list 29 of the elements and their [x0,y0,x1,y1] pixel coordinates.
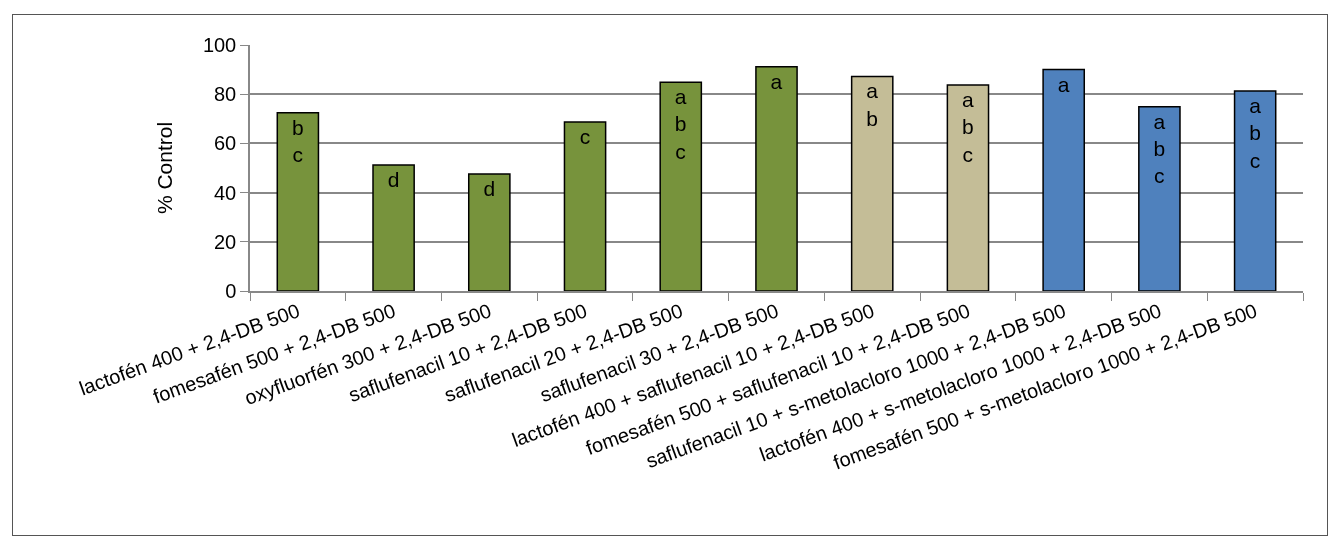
data-label: a b [866,79,879,130]
bar [563,121,607,291]
bar [946,84,990,291]
bar [372,164,415,291]
data-label: a b c [674,85,687,163]
y-axis-title: % Control [152,121,176,215]
bar [1233,90,1277,291]
y-tick-label: 100 [202,34,237,56]
bar [276,111,320,291]
bar [467,173,511,291]
bar [850,75,894,291]
y-tick-label: 20 [214,230,237,253]
data-label: a b c [1249,94,1262,172]
data-label: a [770,69,783,93]
bar [659,81,703,291]
data-label: a [1057,72,1070,96]
data-label: a b c [961,88,974,166]
data-label: d [387,168,400,192]
y-tick-label: 0 [225,280,237,302]
data-label: c [579,125,591,148]
y-tick-label: 40 [214,181,237,204]
y-tick-label: 60 [214,132,237,155]
data-label: d [483,176,496,200]
bar [1138,106,1181,291]
y-tick-label: 80 [214,83,237,106]
data-label: b c [292,115,304,166]
bar [1042,68,1086,291]
bar [755,65,798,291]
data-label: a b c [1153,109,1166,188]
